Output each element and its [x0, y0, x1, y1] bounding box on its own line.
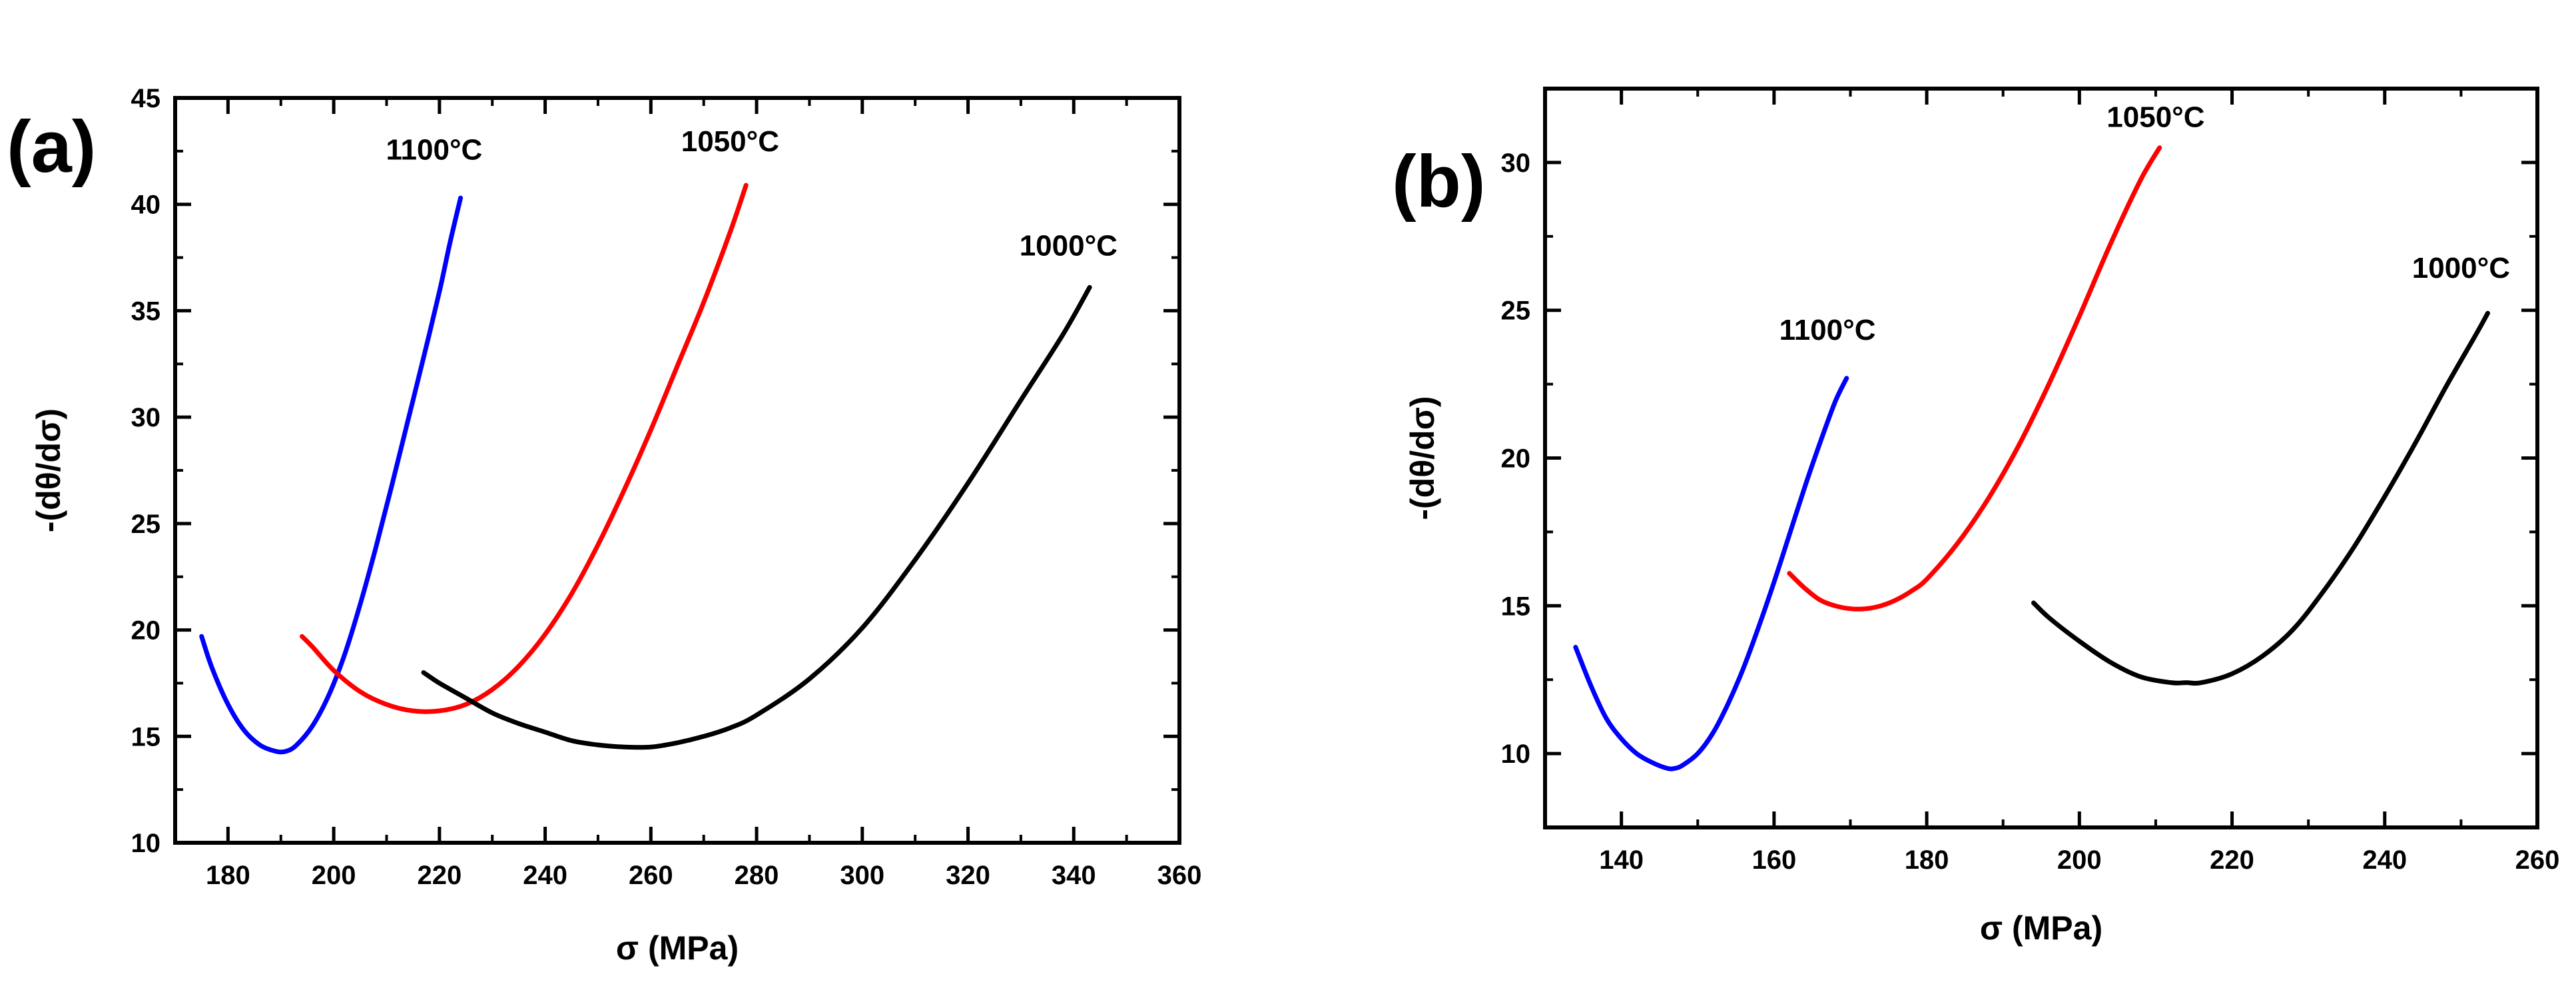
- series-label-1100-b: 1100°C: [1779, 314, 1876, 346]
- x-tick-label-a: 200: [312, 861, 356, 890]
- y-tick-label-a: 20: [131, 616, 161, 646]
- x-tick-label-a: 180: [206, 861, 250, 890]
- x-tick-label-b: 260: [2515, 845, 2560, 875]
- x-tick-label-b: 180: [1905, 845, 1949, 875]
- x-tick-label-b: 160: [1752, 845, 1796, 875]
- y-axis-title-b: -(dθ/dσ): [1404, 396, 1441, 520]
- series-line-1050-a: [300, 183, 749, 714]
- series-line-1100-a: [199, 195, 464, 755]
- x-tick-label-b: 240: [2362, 845, 2407, 875]
- chart-panel-b: 140 160 180 200 220 240 260 10 15 20 25 30 σ (MPa) -(…: [1392, 87, 2560, 947]
- y-tick-label-a: 10: [131, 829, 161, 858]
- series-line-1000-a: [421, 284, 1092, 750]
- y-tick-label-b: 10: [1501, 740, 1531, 769]
- x-tick-label-a: 260: [629, 861, 673, 890]
- x-axis-title-a: σ (MPa): [616, 929, 739, 967]
- y-tick-label-a: 45: [131, 84, 161, 113]
- y-axis-title-a: -(dθ/dσ): [30, 408, 67, 532]
- x-tick-label-a: 320: [946, 861, 990, 890]
- x-tick-label-a: 280: [735, 861, 779, 890]
- panel-label-a: (a): [7, 106, 96, 188]
- series-label-1050-b: 1050°C: [2106, 101, 2204, 134]
- y-tick-label-a: 30: [131, 403, 161, 432]
- x-tick-label-b: 200: [2057, 845, 2102, 875]
- x-tick-label-b: 220: [2210, 845, 2254, 875]
- series-label-1100-a: 1100°C: [386, 134, 482, 167]
- y-tick-label-a: 40: [131, 191, 161, 220]
- y-tick-label-a: 15: [131, 722, 161, 751]
- x-tick-label-a: 240: [523, 861, 567, 890]
- x-tick-label-a: 300: [840, 861, 884, 890]
- x-tick-label-a: 360: [1157, 861, 1202, 890]
- y-tick-label-a: 25: [131, 510, 161, 539]
- series-line-1100-b: [1573, 376, 1849, 771]
- y-tick-label-a: 35: [131, 296, 161, 326]
- series-label-1000-a: 1000°C: [1020, 229, 1118, 262]
- y-tick-label-b: 30: [1501, 149, 1531, 178]
- x-tick-label-b: 140: [1599, 845, 1644, 875]
- series-label-1050-a: 1050°C: [681, 125, 779, 158]
- x-axis-title-b: σ (MPa): [1980, 909, 2102, 947]
- y-tick-label-b: 15: [1501, 592, 1531, 621]
- series-label-1000-b: 1000°C: [2412, 252, 2510, 284]
- series-line-1050-b: [1787, 145, 2162, 612]
- chart-panel-a: 180 200 220 240 260 280 300 320 340 360 10 15 20 25 30…: [7, 84, 1201, 967]
- panel-label-b: (b): [1392, 141, 1485, 223]
- y-tick-label-b: 25: [1501, 296, 1531, 326]
- y-tick-label-b: 20: [1501, 444, 1531, 474]
- series-line-1000-b: [2031, 310, 2490, 686]
- x-tick-label-a: 220: [417, 861, 462, 890]
- x-tick-label-a: 340: [1052, 861, 1096, 890]
